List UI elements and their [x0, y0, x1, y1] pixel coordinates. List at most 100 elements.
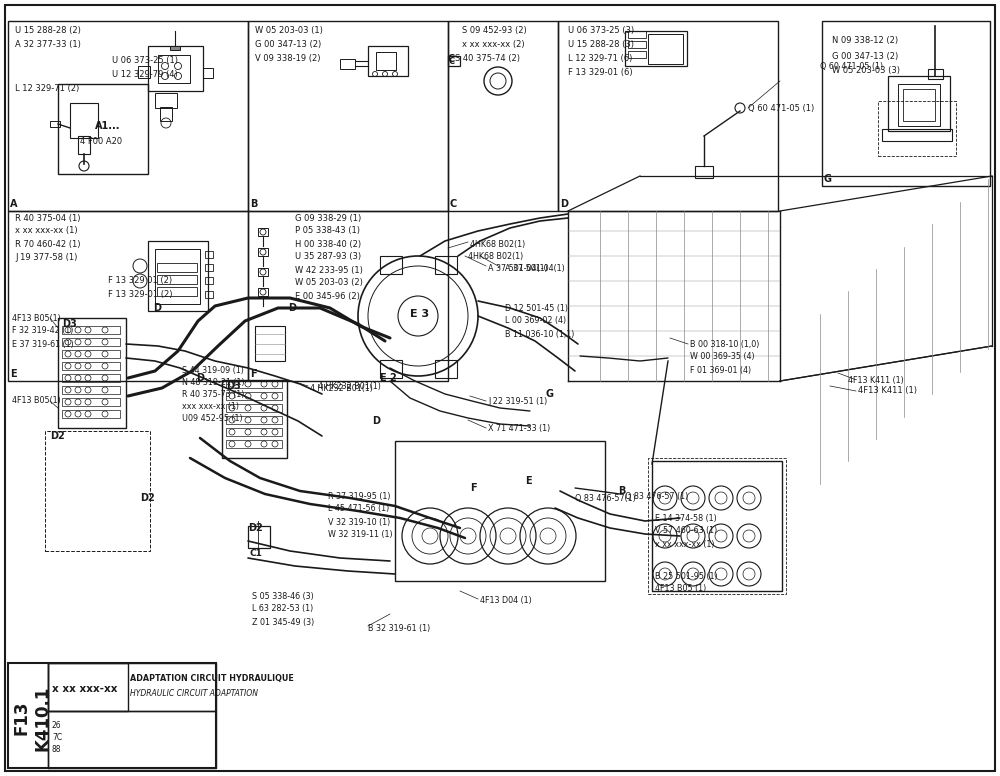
Text: V 57 460-63 (1): V 57 460-63 (1) [655, 526, 717, 535]
Text: W 32 319-11 (1): W 32 319-11 (1) [328, 531, 393, 539]
Bar [903, 89, 935, 121]
Text: 7C: 7C [52, 733, 62, 743]
Bar [62, 362, 120, 370]
Text: C1: C1 [250, 549, 263, 559]
Bar [62, 398, 120, 406]
Text: U 35 287-93 (3): U 35 287-93 (3) [295, 252, 361, 262]
Bar [8, 21, 248, 211]
Bar [558, 21, 778, 211]
Bar [155, 249, 200, 304]
Text: B 00 318-10 (1,0): B 00 318-10 (1,0) [690, 340, 759, 348]
Bar [48, 663, 128, 711]
Text: 4 HK232 B01(1): 4 HK232 B01(1) [318, 382, 381, 390]
Bar [226, 416, 282, 424]
Text: 4 F00 A20: 4 F00 A20 [80, 137, 122, 146]
Text: S 44 319-09 (1): S 44 319-09 (1) [182, 366, 244, 376]
Text: 4HK68 B02(1): 4HK68 B02(1) [468, 251, 523, 261]
Bar [652, 461, 782, 591]
Bar [395, 441, 605, 581]
Bar [878, 101, 956, 156]
Bar [380, 256, 402, 274]
Text: U 06 373-25 (3): U 06 373-25 (3) [568, 26, 634, 36]
Bar [158, 55, 190, 83]
Bar [376, 52, 396, 70]
Bar [628, 41, 646, 48]
Text: J 22 319-51 (1): J 22 319-51 (1) [488, 397, 547, 406]
Bar [368, 46, 408, 76]
Text: F 13 329-01 (2): F 13 329-01 (2) [108, 290, 173, 300]
Text: F 01 369-01 (4): F 01 369-01 (4) [690, 365, 751, 375]
Text: V 09 338-19 (2): V 09 338-19 (2) [255, 54, 320, 64]
Text: D3: D3 [226, 381, 241, 391]
Bar [435, 360, 457, 378]
Bar [58, 318, 126, 428]
Text: J 19 377-58 (1): J 19 377-58 (1) [15, 252, 77, 262]
Text: E 2: E 2 [380, 373, 397, 383]
Bar [155, 93, 177, 108]
Bar [62, 386, 120, 394]
Text: Q 60 471-05 (1): Q 60 471-05 (1) [820, 61, 883, 71]
Text: U 15 288-28 (2): U 15 288-28 (2) [15, 26, 81, 36]
Text: ADAPTATION CIRCUIT HYDRAULIQUE: ADAPTATION CIRCUIT HYDRAULIQUE [130, 674, 294, 684]
Text: U 15 288-28 (3): U 15 288-28 (3) [568, 40, 634, 50]
Text: D 12 501-45 (1): D 12 501-45 (1) [505, 303, 568, 313]
Text: E 3: E 3 [410, 309, 429, 319]
Text: Q 83 476-57 (1): Q 83 476-57 (1) [625, 491, 688, 501]
Text: D: D [372, 416, 380, 426]
Bar [628, 31, 646, 38]
Text: D2: D2 [248, 523, 263, 533]
Bar [448, 21, 558, 211]
Bar [226, 440, 282, 448]
Bar [340, 59, 355, 69]
Text: x xx xxx-xx (2): x xx xxx-xx (2) [462, 40, 525, 50]
Text: Q 60 471-05 (1): Q 60 471-05 (1) [748, 103, 814, 113]
Bar [148, 241, 208, 311]
Text: G 00 347-13 (2): G 00 347-13 (2) [255, 40, 321, 50]
Bar [928, 69, 943, 79]
Text: x xx xxx-xx: x xx xxx-xx [52, 684, 118, 694]
Text: E: E [10, 369, 17, 379]
Text: A 37 501-04(1): A 37 501-04(1) [505, 265, 565, 273]
Bar [258, 288, 268, 296]
Bar [50, 121, 60, 127]
Text: 4F13 D04 (1): 4F13 D04 (1) [480, 597, 532, 605]
Bar [222, 380, 287, 458]
Bar [62, 374, 120, 382]
Text: D2: D2 [50, 431, 65, 441]
Text: F 13 329-01 (6): F 13 329-01 (6) [568, 68, 633, 78]
Text: W 00 369-35 (4): W 00 369-35 (4) [690, 352, 755, 362]
Text: A 32 377-33 (1): A 32 377-33 (1) [15, 40, 81, 50]
Text: S 09 452-93 (2): S 09 452-93 (2) [462, 26, 527, 36]
Bar [70, 103, 98, 138]
Bar [58, 84, 148, 174]
Bar [448, 56, 460, 66]
Bar [205, 291, 213, 298]
Bar [625, 31, 687, 66]
Text: 4F13 K411 (1): 4F13 K411 (1) [858, 386, 917, 396]
Text: P 05 338-43 (1): P 05 338-43 (1) [295, 227, 360, 235]
Text: 4F13 B05(1): 4F13 B05(1) [12, 397, 61, 406]
Text: B 11 036-10 (1,1): B 11 036-10 (1,1) [505, 330, 574, 338]
Bar [380, 360, 402, 378]
Text: xxx xxx-xx (1): xxx xxx-xx (1) [182, 403, 239, 411]
Bar [157, 263, 197, 272]
Text: L 12 329-71 (6): L 12 329-71 (6) [568, 54, 632, 64]
Text: F 13 329 01 (2): F 13 329 01 (2) [108, 276, 172, 286]
Text: E 37 319-61 (1): E 37 319-61 (1) [12, 340, 74, 348]
Bar [435, 256, 457, 274]
Text: B 32 319-61 (1): B 32 319-61 (1) [368, 623, 430, 632]
Bar [138, 66, 150, 78]
Text: U 06 373-25 (1): U 06 373-25 (1) [112, 56, 178, 64]
Text: x xx xxx-xx (1): x xx xxx-xx (1) [655, 539, 714, 549]
Text: D: D [560, 199, 568, 209]
Bar [226, 404, 282, 412]
Text: L 63 282-53 (1): L 63 282-53 (1) [252, 605, 313, 614]
Text: D: D [153, 303, 161, 313]
Bar [205, 277, 213, 284]
Text: R 70 460-42 (1): R 70 460-42 (1) [15, 240, 80, 248]
Text: E: E [525, 476, 532, 486]
Text: R 37 319-95 (1): R 37 319-95 (1) [328, 491, 390, 501]
Bar [258, 248, 268, 256]
Text: R 40 375-04 (1): R 40 375-04 (1) [15, 213, 80, 223]
Text: D: D [196, 373, 204, 383]
